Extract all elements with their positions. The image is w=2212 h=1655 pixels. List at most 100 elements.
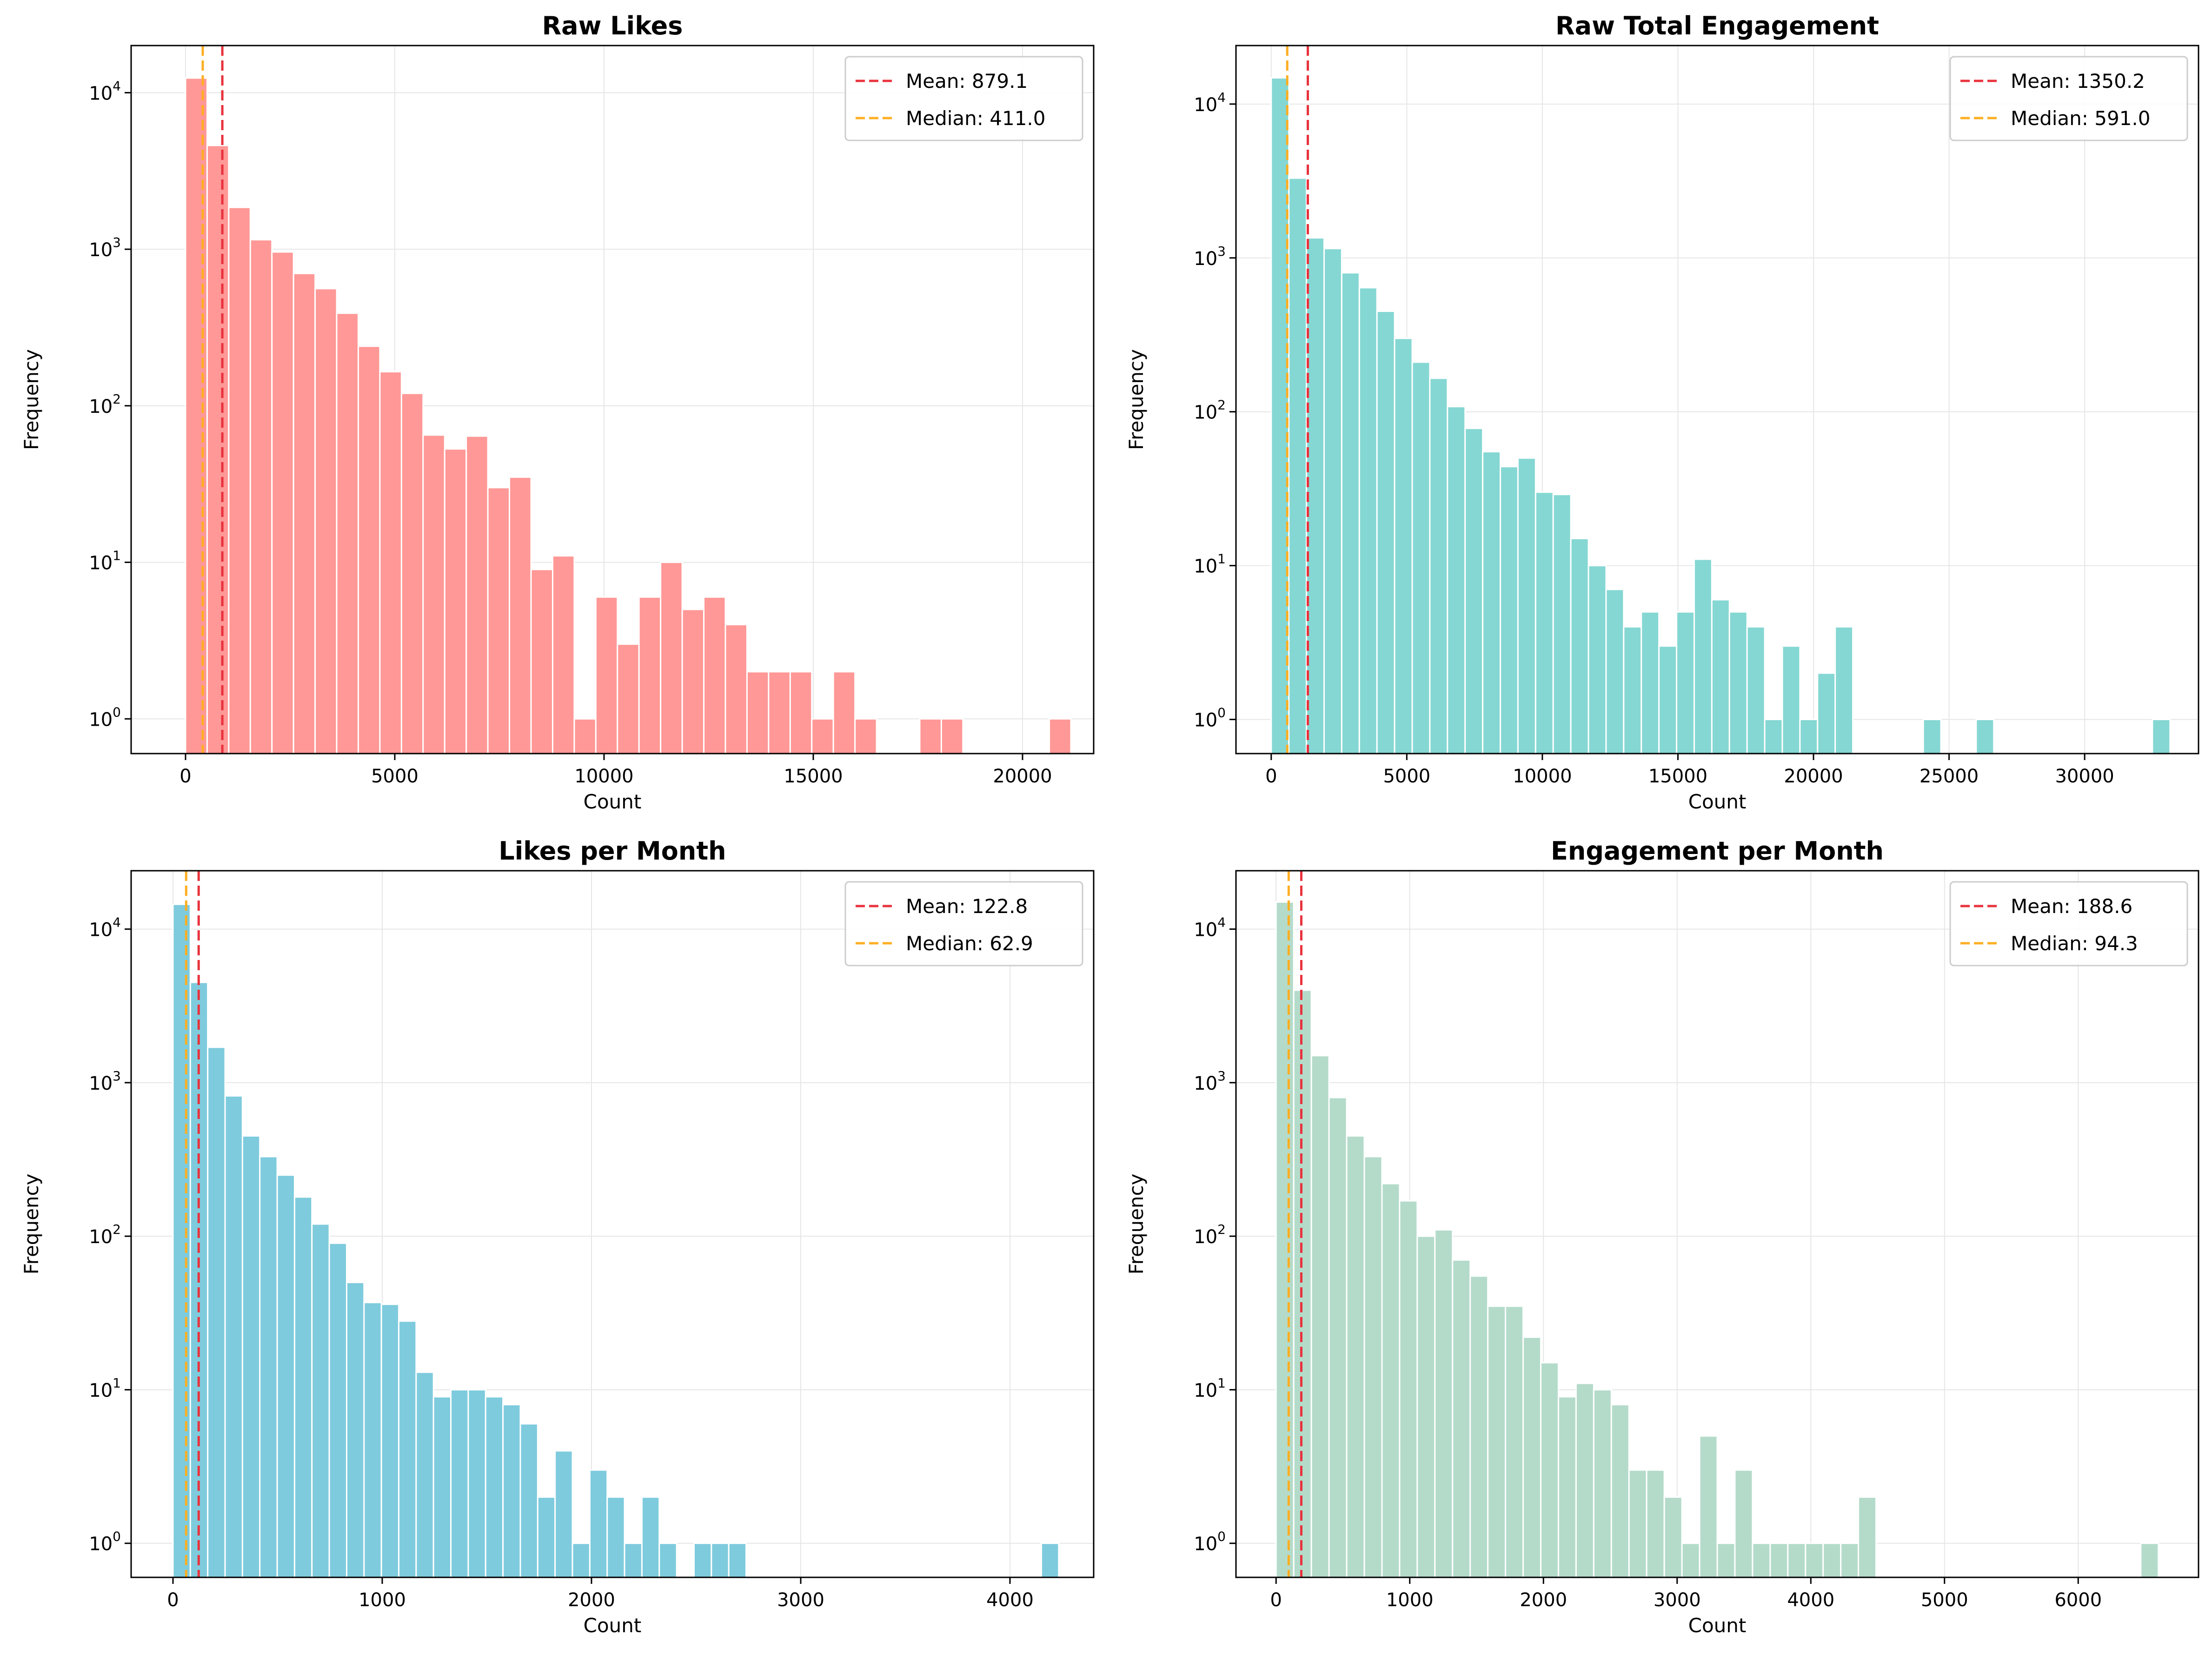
histogram-bar [1676,611,1695,778]
histogram-bar [1399,1200,1418,1602]
histogram-bar [1270,77,1290,778]
x-tick-label: 0 [1265,766,1277,787]
legend: Mean: 1350.2 Median: 591.0 [1949,56,2188,141]
histogram-bar [595,596,618,778]
x-tick-label: 20000 [1784,766,1843,787]
x-tick-label: 30000 [2055,766,2114,787]
x-tick-label: 10000 [1513,766,1572,787]
histogram-bar [380,1304,400,1602]
histogram-bar [346,1282,365,1602]
histogram-bar [1588,565,1607,778]
y-tick-label: 101 [89,1375,121,1401]
histogram-bar [292,272,316,778]
histogram-bar [276,1174,295,1602]
histogram-bar [1293,989,1312,1602]
histogram-bar [1575,1383,1594,1602]
histogram-bar [1699,1435,1718,1602]
legend-label: Mean: 188.6 [2011,895,2132,918]
histogram-bar [485,1396,504,1602]
bars [1270,77,2171,778]
x-tick-label: 1000 [1386,1589,1434,1611]
x-tick-label: 5000 [371,766,418,787]
histogram-bar [228,206,251,778]
y-axis-label: Frequency [1125,349,1148,450]
y-tick-label: 103 [1194,1068,1226,1094]
x-tick-label: 10000 [574,766,633,787]
histogram-bar [660,562,683,778]
histogram-bar [1411,361,1431,778]
y-tick-label: 101 [1194,551,1226,577]
histogram-bar [432,1396,452,1602]
histogram-bar [1746,626,1766,778]
legend-box [1949,881,2188,967]
histogram-bar [1394,338,1413,778]
x-tick-label: 4000 [986,1589,1034,1611]
legend-box [844,56,1083,141]
histogram-bar [1306,237,1325,778]
x-tick-label: 0 [179,766,191,787]
histogram-bar [1641,611,1660,778]
axes-frame [130,45,1095,755]
y-axis-label: Frequency [1125,1174,1148,1275]
histogram-bar [638,596,662,778]
histogram-bar [1500,466,1519,778]
x-tick-label: 6000 [2054,1589,2102,1611]
subplot-title: Raw Total Engagement [1555,11,1879,40]
axes-frame [130,870,1095,1578]
legend-label: Median: 62.9 [906,932,1033,955]
histogram-bar [358,345,381,778]
x-tick-label: 2000 [568,1589,615,1611]
histogram-bar [328,1242,348,1602]
histogram-bar [1522,1336,1542,1602]
histogram-bar [1434,1229,1454,1602]
histogram-bar [681,609,705,778]
histogram-bar [1570,537,1589,778]
histogram-bar [1487,1305,1507,1602]
y-tick-label: 104 [89,78,121,104]
y-tick-label: 103 [89,235,121,261]
histogram-bar [551,555,575,778]
subplot-1: 0 5000 10000 15000 20000 100 101 102 103 104 Raw L… [20,11,1103,813]
axes-frame [1235,870,2199,1578]
histogram-bar [1328,1097,1348,1602]
histogram-bar [1452,1259,1471,1602]
legend-label: Median: 94.3 [2011,932,2138,955]
legend-label: Mean: 1350.2 [2011,70,2145,93]
legend-label: Mean: 122.8 [906,895,1028,918]
histogram-bar [1363,1156,1383,1602]
histogram-bar [1540,1362,1559,1602]
y-tick-label: 102 [1194,397,1226,424]
histogram-bar [398,1320,417,1602]
histogram-bar [1469,1275,1489,1602]
histogram-bar [224,1095,243,1602]
legend: Mean: 188.6 Median: 94.3 [1949,881,2188,967]
subplot-title: Raw Likes [542,11,683,40]
y-tick-label: 100 [89,1529,121,1555]
histogram-bar [1728,611,1748,778]
histogram-bar [1429,377,1448,778]
histogram-bar [415,1371,434,1602]
histogram-bar [206,145,230,778]
histogram-bar [271,251,294,778]
histogram-bar [1447,406,1466,778]
histogram-bar [249,239,273,778]
x-tick-label: 0 [167,1589,179,1611]
y-tick-label: 104 [1194,90,1226,116]
x-tick-label: 4000 [1787,1589,1834,1611]
histogram-bar [311,1223,330,1602]
histogram-bar [1552,494,1572,778]
frame-mask [1227,1578,2208,1606]
histogram-bar [172,903,191,1602]
histogram-bar [1593,1389,1612,1602]
x-tick-label: 25000 [1920,766,1979,787]
subplot-4: 0 1000 2000 3000 4000 5000 6000 100 101 102 103 104… [1125,836,2208,1637]
histogram-bar [363,1302,382,1602]
y-tick-label: 104 [1194,915,1226,941]
histogram-bar [400,392,424,778]
y-tick-label: 101 [89,548,121,574]
histogram-bar [465,435,489,778]
histogram-bar [259,1156,278,1602]
histogram-bar [241,1135,261,1602]
legend-box [844,881,1083,967]
